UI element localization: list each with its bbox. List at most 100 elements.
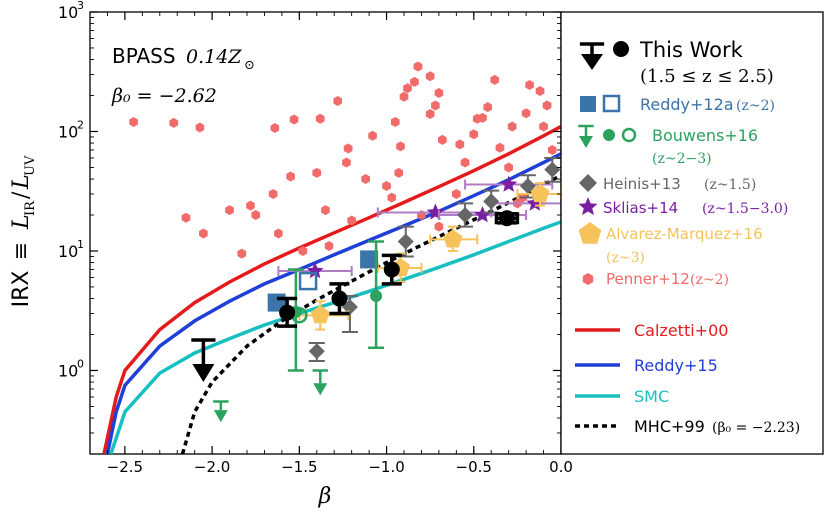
- penner12-point: [343, 143, 353, 154]
- legend-sklias14-marker: [578, 197, 598, 216]
- y-axis-label-num-sub: IR: [23, 200, 38, 216]
- penner12-point: [321, 205, 330, 216]
- penner12-point: [274, 228, 283, 239]
- penner12-point: [438, 134, 447, 145]
- x-tick-label: 0.0: [549, 458, 573, 476]
- legend-sklias14-label: Sklias+14: [603, 199, 678, 217]
- legend-heinis13-redshift: (z~1.5): [704, 177, 756, 193]
- penner12-point: [425, 109, 435, 119]
- legend-reddy12a-open-marker: [602, 94, 621, 113]
- legend-penner12-redshift: (z~2): [690, 272, 729, 288]
- heinis13-point: [544, 161, 561, 178]
- penner12-point: [425, 71, 435, 82]
- sklias14-point: [526, 194, 544, 211]
- penner12-point: [469, 129, 479, 140]
- annotation-bpass-label: BPASS: [112, 44, 176, 68]
- penner12-point: [251, 210, 261, 220]
- thiswork-point: [498, 210, 515, 227]
- y-axis-label-den: L: [9, 174, 34, 190]
- annotation-solar-subscript: ⊙: [244, 58, 255, 73]
- penner12-point: [431, 100, 440, 111]
- penner12-point: [237, 248, 247, 259]
- y-axis-label-num: L: [9, 214, 34, 230]
- penner12-point: [490, 74, 499, 85]
- thiswork-point: [331, 290, 348, 307]
- penner12-point: [387, 192, 397, 203]
- legend-label-smc: SMC: [634, 387, 669, 406]
- penner12-point: [434, 88, 444, 98]
- model-curves: [102, 124, 561, 454]
- bouwens16-upper-limit-head: [213, 410, 228, 423]
- penner12-point: [129, 117, 138, 127]
- penner12-point: [225, 205, 234, 216]
- legend-bouwens16-arrow: [578, 124, 594, 148]
- legend-reddy12a-redshift: (z~2): [736, 98, 775, 114]
- legend-penner12-marker: [582, 273, 594, 285]
- penner12-point: [507, 121, 517, 132]
- legend-label-mhc99: MHC+99: [634, 417, 705, 436]
- heinis13-point: [457, 207, 474, 223]
- penner12-point: [289, 114, 299, 125]
- curve-calzetti-00: [102, 124, 561, 454]
- legend-thiswork-arrow-head: [581, 54, 603, 70]
- heinis13-point: [483, 193, 500, 210]
- x-axis-label: β: [318, 484, 332, 509]
- legend-alvarez16-redshift: (z~3): [606, 250, 645, 266]
- legend-alvarez16-marker: [578, 222, 602, 244]
- legend-reddy12a-label: Reddy+12a: [640, 95, 734, 114]
- penner12-point: [504, 162, 513, 173]
- penner12-point: [495, 142, 505, 153]
- penner12-point: [434, 221, 444, 232]
- plot-frame: [89, 11, 562, 455]
- sklias14-point: [473, 206, 492, 223]
- curve-reddy-15: [105, 152, 561, 454]
- y-tick-label: 10: [58, 361, 78, 380]
- legend-bouwens16-arrow-head: [579, 136, 593, 148]
- legend-reddy12a-marker: [580, 96, 596, 112]
- legend-sklias14-redshift: (z~1.5−3.0): [702, 201, 788, 217]
- legend-bouwens16-marker: [603, 129, 615, 141]
- thiswork-point: [383, 261, 400, 278]
- penner12-point: [525, 80, 534, 90]
- penner12-point: [368, 130, 377, 141]
- legend-bouwens16-label: Bouwens+16: [652, 126, 758, 145]
- legend-box: [560, 11, 824, 455]
- penner12-point: [399, 91, 409, 102]
- y-axis-label: IRX ≡ L IR / L UV: [9, 155, 38, 307]
- y-axis-label-den-sub: UV: [23, 155, 38, 176]
- penner12-point: [324, 241, 334, 251]
- legend-label-reddy-15: Reddy+15: [634, 356, 718, 375]
- sklias14-point: [426, 203, 444, 220]
- penner12-point: [195, 122, 205, 133]
- penner12-point: [452, 189, 461, 199]
- penner12-point: [403, 83, 412, 94]
- legend-label-calzetti-00: Calzetti+00: [634, 321, 728, 340]
- annotation-metallicity: 0.14Z: [186, 46, 242, 68]
- y-tick-label-exponent: 2: [77, 118, 84, 131]
- x-tick-label: −1.0: [368, 458, 404, 476]
- y-tick-label-exponent: 1: [77, 238, 84, 251]
- reddy12a-open-point: [298, 271, 318, 291]
- penner12-point: [268, 189, 278, 199]
- penner12-point: [547, 145, 557, 155]
- penner12-point: [542, 100, 552, 111]
- thiswork-upper-limit: [191, 338, 216, 383]
- alvarez16-point: [443, 229, 463, 248]
- penner12-point: [347, 215, 356, 226]
- penner12-point: [246, 200, 255, 211]
- penner12-point: [410, 76, 419, 87]
- penner12-point: [478, 112, 487, 123]
- penner12-point: [312, 167, 322, 178]
- legend: This Work(1.5 ≤ z ≤ 2.5)Reddy+12a (z~2)Bo…: [575, 38, 800, 436]
- penner12-point: [413, 61, 423, 72]
- penner12-point: [390, 117, 400, 127]
- legend-bouwens16-open-marker: [621, 127, 637, 143]
- penner12-point: [199, 228, 208, 239]
- legend-thiswork-label: This Work: [639, 38, 744, 62]
- legend-alvarez16-label: Alvarez-Marquez+16: [606, 225, 763, 243]
- penner12-point: [298, 246, 308, 256]
- y-axis-label-slash: /: [9, 191, 34, 199]
- alvarez16-point: [310, 305, 330, 324]
